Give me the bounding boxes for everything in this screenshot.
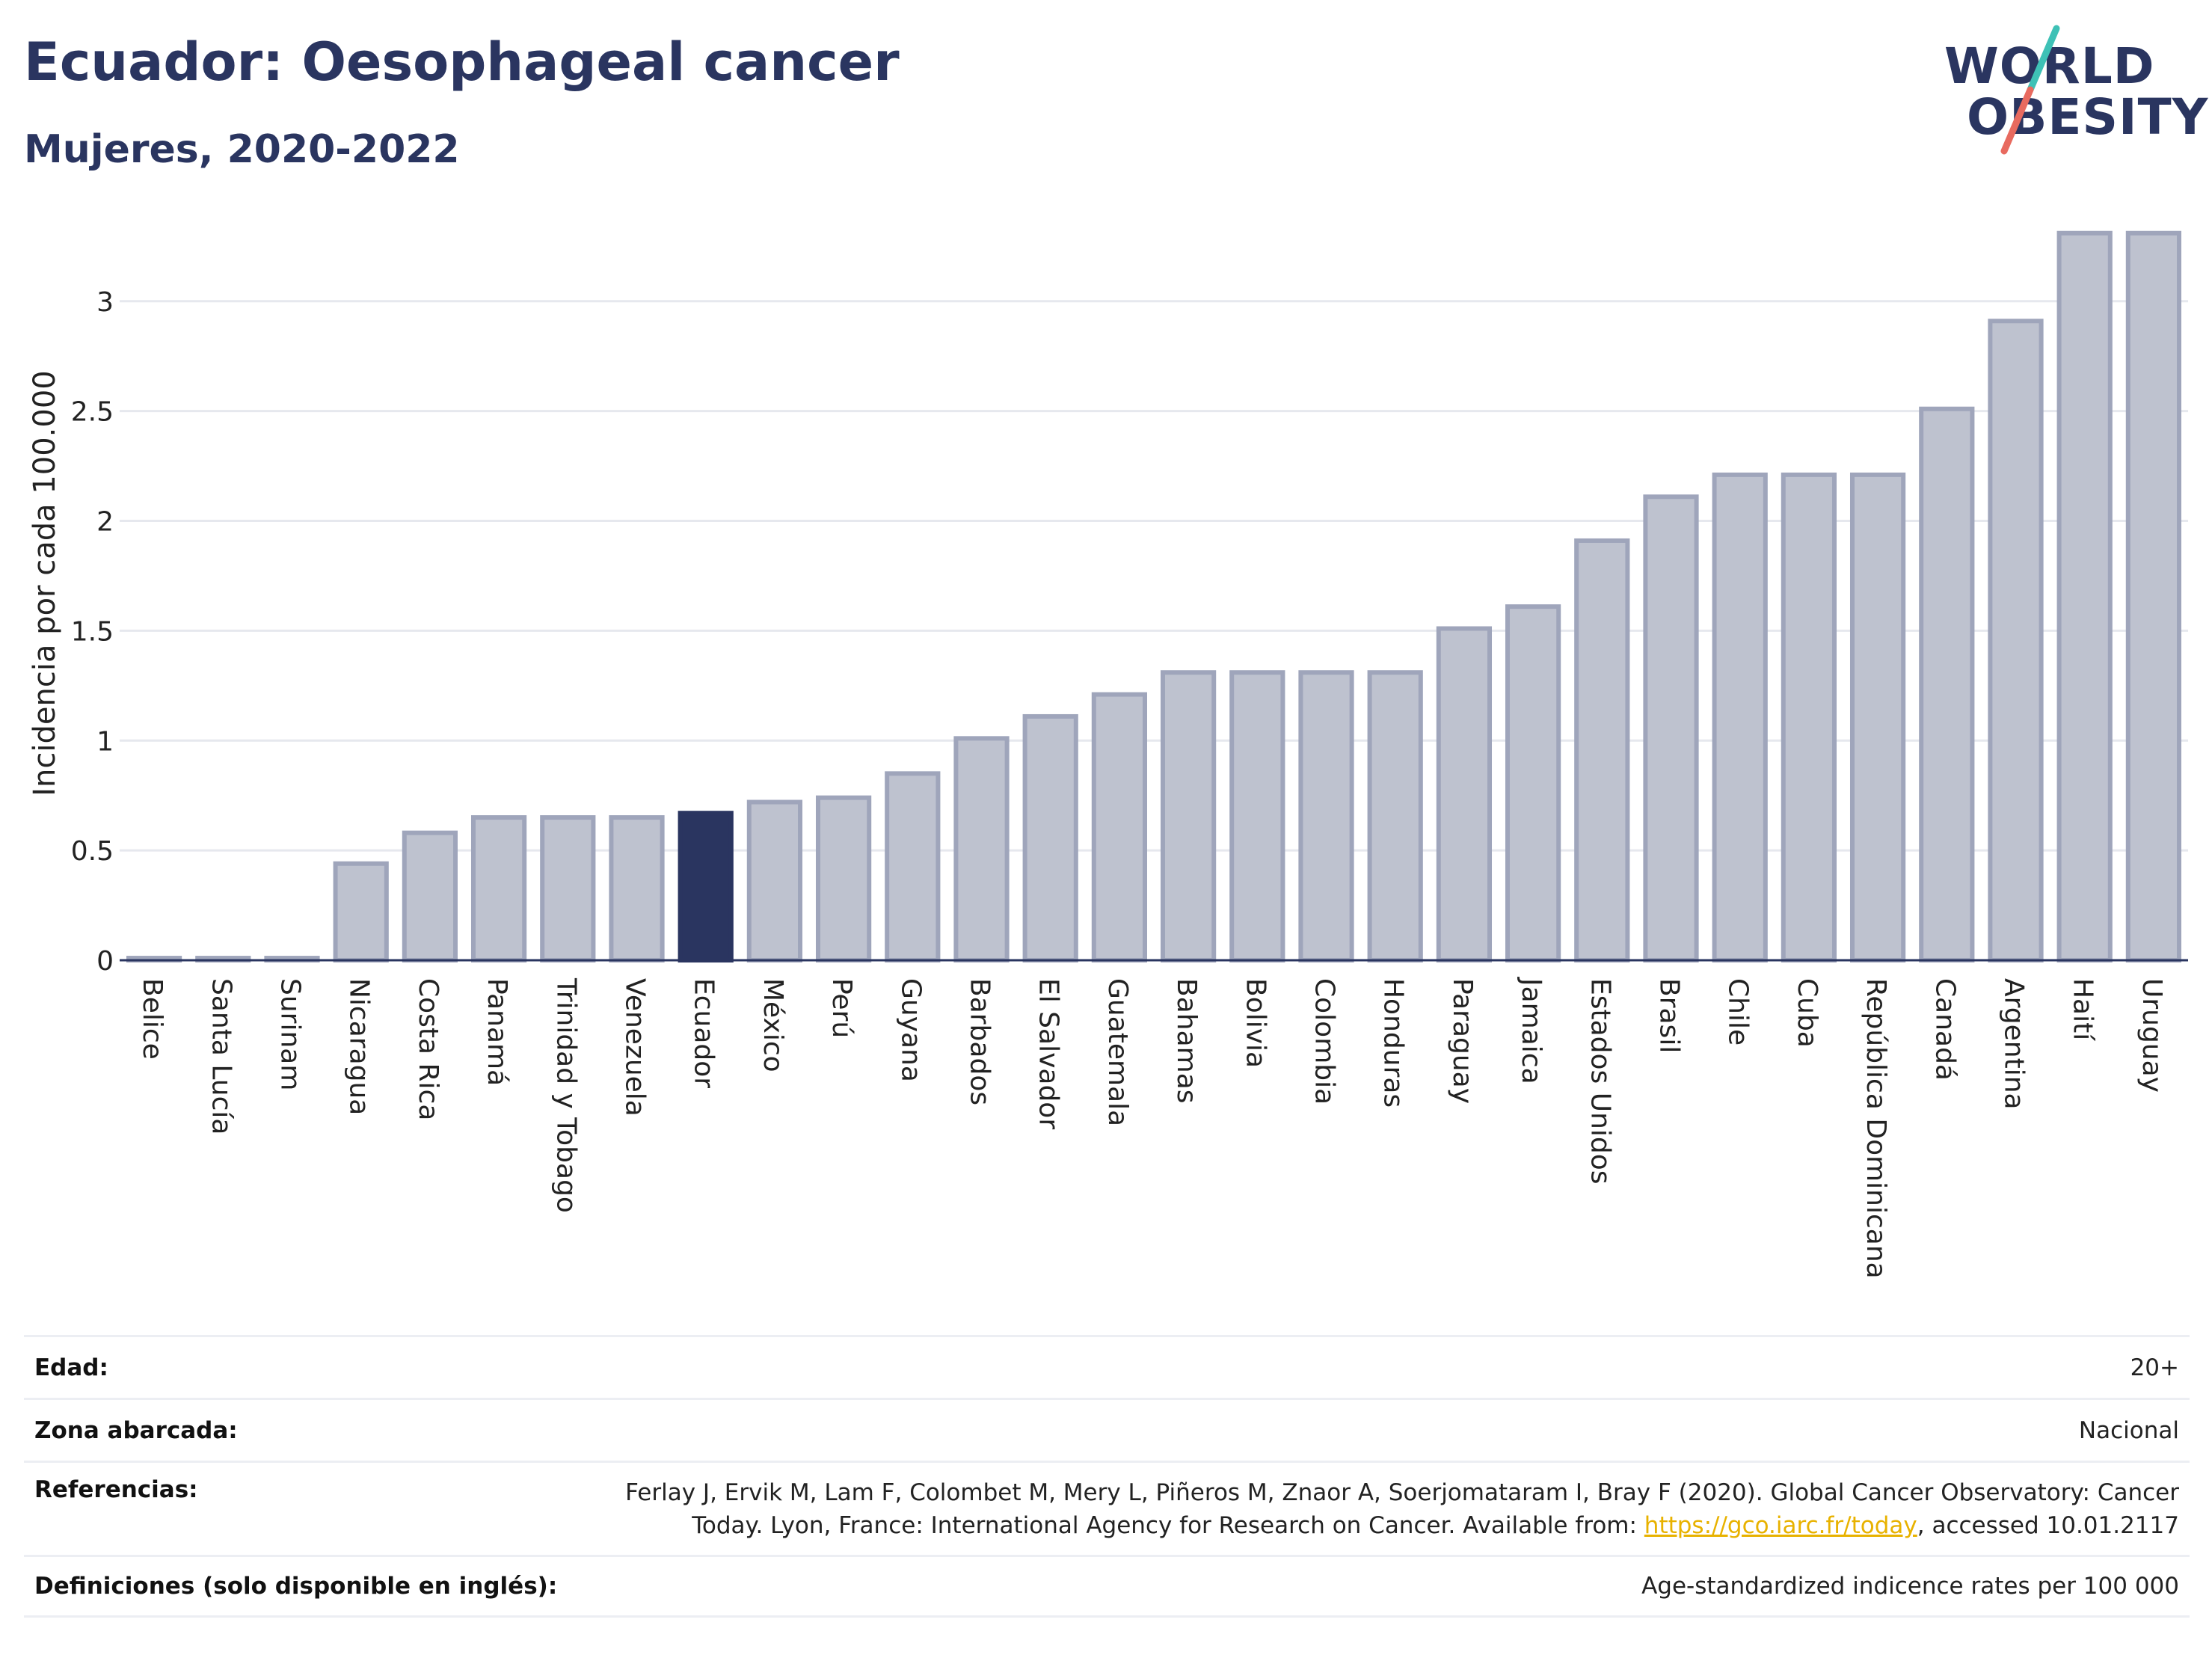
x-tick-label: Panamá xyxy=(482,978,512,1086)
bar xyxy=(1849,472,1906,962)
edad-value: 20+ xyxy=(2130,1354,2179,1381)
page-subtitle: Mujeres, 2020-2022 xyxy=(24,127,460,172)
info-row-edad: Edad: 20+ xyxy=(24,1335,2190,1398)
x-tick-label: Ecuador xyxy=(689,978,719,1088)
x-tick-label: El Salvador xyxy=(1033,978,1064,1129)
bar xyxy=(1919,406,1975,962)
definiciones-value: Age-standardized indicence rates per 100… xyxy=(1641,1573,2179,1600)
logo-slash-icon xyxy=(2000,25,2060,155)
x-tick-label: México xyxy=(758,978,788,1072)
x-tick-label: Venezuela xyxy=(620,978,651,1117)
x-tick-label: Cuba xyxy=(1792,978,1822,1048)
bar xyxy=(1574,538,1630,962)
x-tick-label: Bahamas xyxy=(1171,978,1202,1104)
y-tick-label: 0 xyxy=(96,946,114,977)
x-tick-label: Jamaica xyxy=(1516,977,1546,1084)
x-tick-label: Perú xyxy=(826,978,857,1038)
bar xyxy=(885,771,941,963)
bar xyxy=(1160,670,1217,962)
x-tick-label: Colombia xyxy=(1309,978,1340,1105)
referencias-line1: Ferlay J, Ervik M, Lam F, Colombet M, Me… xyxy=(625,1479,2179,1506)
bar xyxy=(402,830,458,963)
bar xyxy=(540,815,596,962)
bar xyxy=(815,795,872,962)
bar xyxy=(2056,230,2113,962)
bar xyxy=(2125,230,2182,962)
x-tick-label: Chile xyxy=(1723,978,1754,1045)
bar xyxy=(1988,319,2044,962)
x-tick-label: Trinidad y Tobago xyxy=(550,977,581,1213)
referencias-line2-post: , accessed 10.01.2117 xyxy=(1917,1512,2179,1539)
x-tick-label: Belice xyxy=(137,978,168,1060)
x-tick-label: Estados Unidos xyxy=(1585,978,1615,1185)
bar xyxy=(333,861,389,962)
x-tick-label: Costa Rica xyxy=(413,978,443,1120)
info-row-zona: Zona abarcada: Nacional xyxy=(24,1398,2190,1461)
referencias-line2: Today. Lyon, France: International Agenc… xyxy=(625,1509,2179,1542)
bar xyxy=(470,815,527,962)
x-tick-label: Surinam xyxy=(275,978,306,1090)
x-tick-label: Bolivia xyxy=(1240,978,1271,1068)
x-tick-label: Barbados xyxy=(965,978,995,1105)
zona-value: Nacional xyxy=(2078,1416,2179,1444)
referencias-value: Ferlay J, Ervik M, Lam F, Colombet M, Me… xyxy=(625,1476,2190,1542)
bar xyxy=(746,799,803,962)
info-row-referencias: Referencias: Ferlay J, Ervik M, Lam F, C… xyxy=(24,1461,2190,1555)
bar xyxy=(1229,670,1285,962)
y-tick-label: 2.5 xyxy=(71,397,114,428)
referencias-label: Referencias: xyxy=(34,1476,198,1503)
bar xyxy=(1367,670,1423,962)
x-tick-label: Honduras xyxy=(1378,978,1409,1108)
bar xyxy=(678,811,734,962)
edad-label: Edad: xyxy=(34,1354,108,1381)
x-tick-label: Haití xyxy=(2068,978,2098,1041)
y-tick-label: 0.5 xyxy=(71,836,114,867)
referencias-link[interactable]: https://gco.iarc.fr/today xyxy=(1644,1512,1917,1539)
bar-chart: 0 0.5 1 1.5 2 2.5 3 Belice Santa Lucía Surinam Nic… xyxy=(71,230,2188,1279)
x-tick-label: Uruguay xyxy=(2136,978,2167,1093)
y-tick-label: 1 xyxy=(96,726,114,757)
x-tick-label: Nicaragua xyxy=(344,978,375,1115)
referencias-line2-pre: Today. Lyon, France: International Agenc… xyxy=(692,1512,1644,1539)
x-tick-label: Santa Lucía xyxy=(206,978,236,1134)
bar xyxy=(1298,670,1354,962)
bar xyxy=(1712,472,1768,962)
world-obesity-logo: WORLD OBESITY xyxy=(1944,22,2208,157)
zona-label: Zona abarcada: xyxy=(34,1416,238,1444)
bar xyxy=(1436,626,1493,963)
y-tick-label: 3 xyxy=(96,287,114,318)
x-tick-label: Guyana xyxy=(895,978,926,1082)
x-tick-label: Guatemala xyxy=(1102,978,1133,1126)
page-title: Ecuador: Oesophageal cancer xyxy=(24,31,900,93)
bar xyxy=(1781,472,1837,962)
bar xyxy=(1643,494,1699,962)
x-tick-label: Canadá xyxy=(1929,978,1960,1081)
x-tick-label: Brasil xyxy=(1654,978,1685,1053)
x-tick-label: Argentina xyxy=(1999,978,2030,1110)
bar xyxy=(1022,713,1078,962)
y-tick-label: 1.5 xyxy=(71,616,114,647)
y-tick-label: 2 xyxy=(96,507,114,538)
bar xyxy=(609,815,665,962)
x-tick-label: Paraguay xyxy=(1447,978,1478,1104)
bar xyxy=(953,736,1010,963)
bar xyxy=(1505,604,1561,962)
definiciones-label: Definiciones (solo disponible en inglés)… xyxy=(34,1573,558,1600)
info-row-definiciones: Definiciones (solo disponible en inglés)… xyxy=(24,1555,2190,1618)
info-table: Edad: 20+ Zona abarcada: Nacional Refere… xyxy=(24,1335,2190,1618)
bar xyxy=(1091,692,1148,962)
x-tick-label: República Dominicana xyxy=(1861,978,1891,1279)
